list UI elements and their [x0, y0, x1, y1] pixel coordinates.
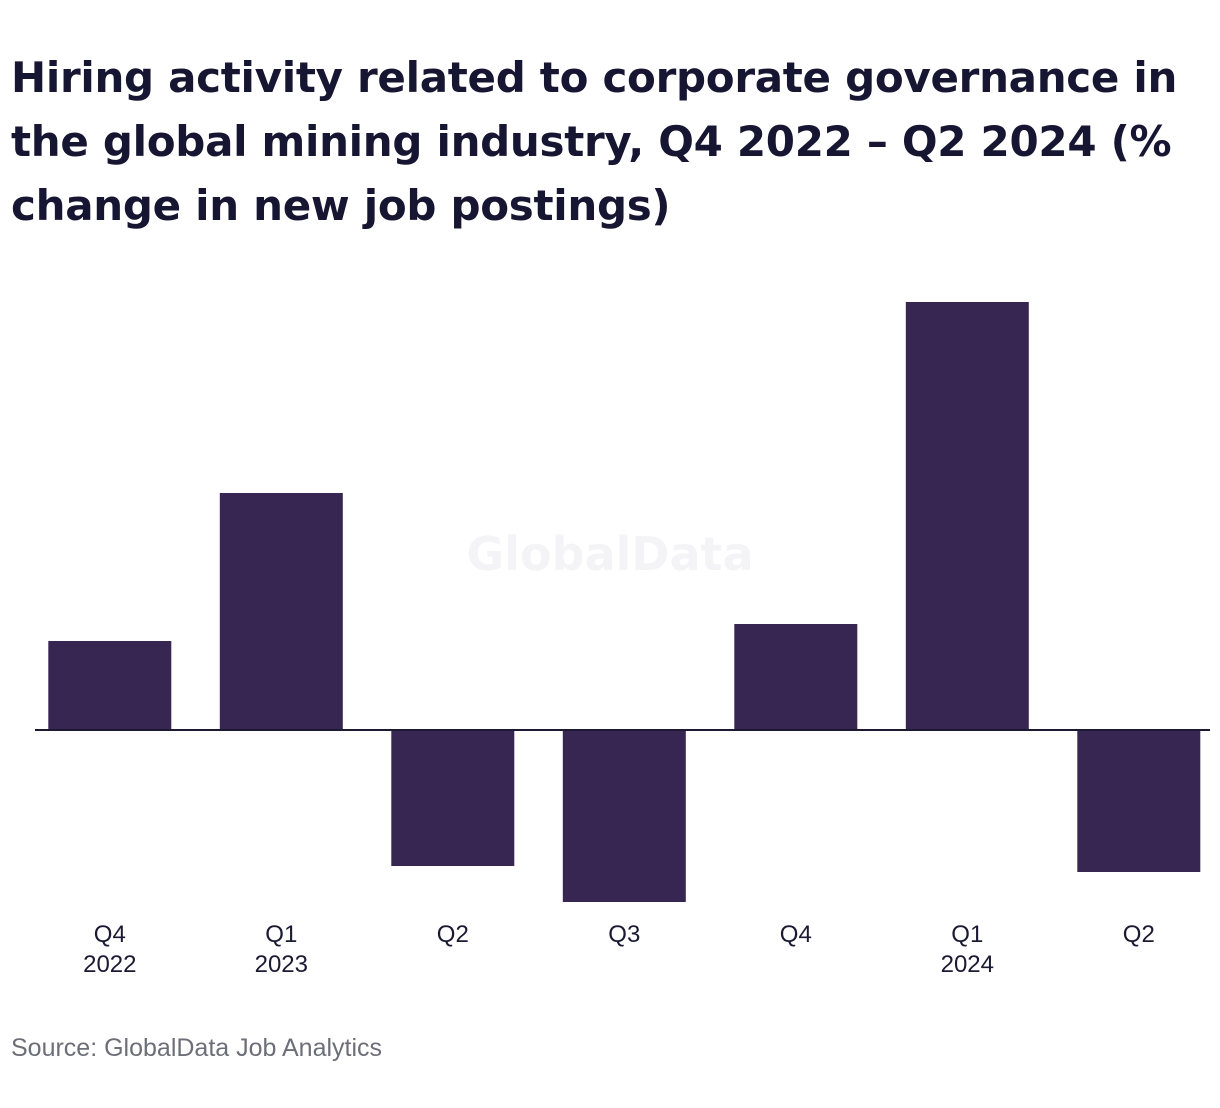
bar-2[interactable]: [391, 730, 515, 866]
bar-3[interactable]: [562, 730, 686, 902]
x-tick-label-year-1: 2023: [255, 951, 308, 978]
bar-0[interactable]: [48, 641, 172, 730]
x-tick-label-quarter-0: Q4: [94, 921, 126, 948]
x-tick-label-quarter-5: Q1: [951, 921, 983, 948]
watermark-logo: GlobalData: [466, 527, 753, 581]
x-tick-label-quarter-4: Q4: [780, 921, 812, 948]
chart-title: Hiring activity related to corporate gov…: [11, 53, 1178, 230]
bar-4[interactable]: [734, 624, 858, 730]
source-note: Source: GlobalData Job Analytics: [11, 1034, 383, 1062]
x-tick-label-quarter-3: Q3: [608, 921, 640, 948]
bar-5[interactable]: [905, 302, 1029, 730]
bars-group: [48, 302, 1201, 902]
bar-6[interactable]: [1077, 730, 1201, 872]
bar-1[interactable]: [219, 493, 343, 730]
x-tick-label-quarter-2: Q2: [437, 921, 469, 948]
x-tick-labels: Q4 2022 Q1 2023 Q2 Q3 Q4 Q1 2024 Q2: [83, 921, 1155, 978]
x-tick-label-year-0: 2022: [83, 951, 136, 978]
x-tick-label-quarter-1: Q1: [265, 921, 297, 948]
x-tick-label-year-5: 2024: [941, 951, 994, 978]
x-tick-label-quarter-6: Q2: [1123, 921, 1155, 948]
